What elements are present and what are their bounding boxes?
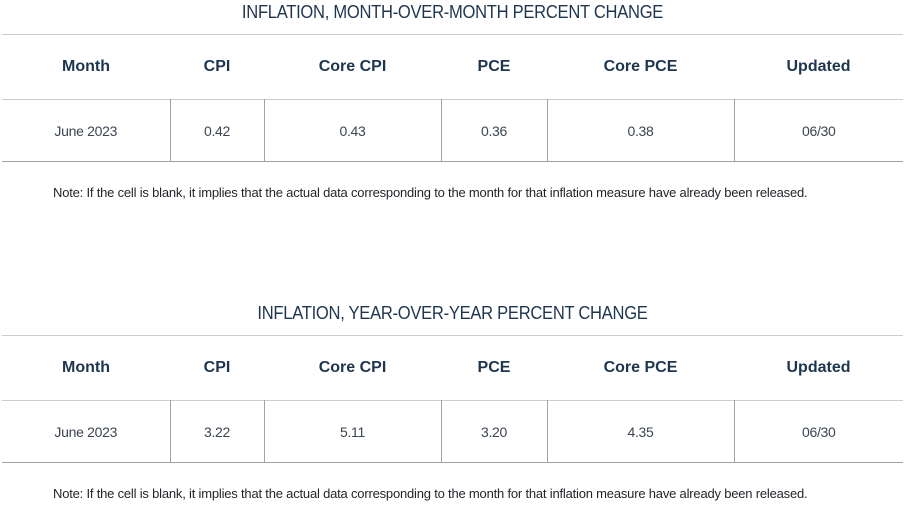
table-row: June 2023 3.22 5.11 3.20 4.35 06/30: [2, 400, 903, 463]
mom-header-month: Month: [62, 58, 110, 75]
table-row: June 2023 0.42 0.43 0.36 0.38 06/30: [2, 99, 903, 162]
yoy-table: Month CPI Core CPI PCE Core PCE Updated …: [2, 335, 903, 463]
yoy-note: Note: If the cell is blank, it implies t…: [53, 486, 808, 501]
yoy-header-cpi: CPI: [203, 359, 231, 376]
yoy-header-month: Month: [62, 359, 110, 376]
mom-cell-core-cpi: 0.43: [263, 99, 441, 162]
mom-header-updated: Updated: [786, 58, 851, 75]
yoy-header-core-cpi: Core CPI: [318, 359, 387, 376]
mom-header-row: Month CPI Core CPI PCE Core PCE Updated: [2, 34, 903, 100]
yoy-header-core-pce: Core PCE: [603, 359, 678, 376]
mom-cell-cpi: 0.42: [169, 99, 264, 162]
mom-title: INFLATION, MONTH-OVER-MONTH PERCENT CHAN…: [241, 2, 664, 22]
yoy-cell-core-cpi: 5.11: [263, 400, 441, 463]
yoy-cell-cpi: 3.22: [169, 400, 264, 463]
mom-cell-month: June 2023: [54, 122, 118, 139]
mom-header-core-cpi: Core CPI: [318, 58, 387, 75]
mom-cell-updated: 06/30: [733, 99, 903, 162]
yoy-header-updated: Updated: [786, 359, 851, 376]
yoy-cell-pce: 3.20: [440, 400, 547, 463]
mom-table: Month CPI Core CPI PCE Core PCE Updated …: [2, 34, 903, 162]
yoy-cell-month: June 2023: [54, 423, 118, 440]
mom-cell-pce: 0.36: [440, 99, 547, 162]
yoy-header-row: Month CPI Core CPI PCE Core PCE Updated: [2, 335, 903, 401]
yoy-cell-core-pce: 4.35: [546, 400, 734, 463]
mom-header-cpi: CPI: [203, 58, 231, 75]
yoy-cell-updated: 06/30: [733, 400, 903, 463]
yoy-header-pce: PCE: [477, 359, 511, 376]
mom-header-pce: PCE: [477, 58, 511, 75]
yoy-title: INFLATION, YEAR-OVER-YEAR PERCENT CHANGE: [257, 303, 648, 323]
mom-cell-core-pce: 0.38: [546, 99, 734, 162]
mom-note: Note: If the cell is blank, it implies t…: [53, 185, 808, 200]
mom-header-core-pce: Core PCE: [603, 58, 678, 75]
